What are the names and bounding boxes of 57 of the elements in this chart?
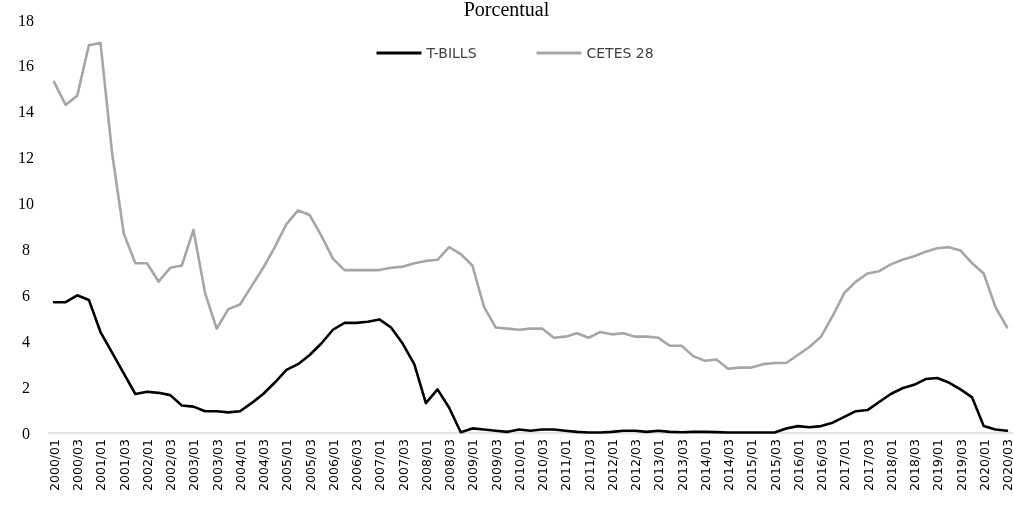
chart-title: Porcentual (463, 0, 550, 20)
x-tick-label: 2008/03 (442, 439, 458, 491)
x-tick-label: 2001/01 (93, 439, 109, 491)
x-tick-label: 2008/01 (418, 439, 434, 491)
x-tick-label: 2017/01 (837, 439, 853, 491)
x-tick-label: 2017/03 (860, 439, 876, 491)
x-tick-label: 2013/01 (651, 439, 667, 491)
y-tick-label: 16 (18, 57, 34, 75)
x-tick-label: 2020/01 (976, 439, 992, 491)
x-tick-label: 2014/01 (697, 439, 713, 491)
x-tick-label: 2004/01 (232, 439, 248, 491)
x-tick-label: 2019/01 (930, 439, 946, 491)
line-series (52, 294, 1009, 434)
y-tick-label: 10 (18, 195, 34, 213)
x-tick-label: 2001/03 (116, 439, 132, 491)
x-tick-label: 2018/03 (907, 439, 923, 491)
y-tick-label: 12 (18, 149, 34, 167)
x-tick-label: 2016/03 (814, 439, 830, 491)
y-tick-label: 14 (18, 103, 34, 121)
x-tick-label: 2020/03 (1000, 439, 1013, 491)
x-tick-label: 2003/03 (209, 439, 225, 491)
x-tick-label: 2019/03 (953, 439, 969, 491)
x-tick-label: 2006/03 (349, 439, 365, 491)
x-tick-label: 2003/01 (186, 439, 202, 491)
x-tick-label: 2012/01 (604, 439, 620, 491)
x-tick-label: 2000/03 (70, 439, 86, 491)
x-tick-label: 2012/03 (628, 439, 644, 491)
x-tick-label: 2013/03 (674, 439, 690, 491)
x-tick-label: 2000/01 (47, 439, 62, 491)
x-tick-label: 2011/03 (581, 439, 597, 491)
x-tick-label: 2007/03 (395, 439, 411, 491)
x-tick-label: 2014/03 (721, 439, 737, 491)
y-tick-label: 8 (22, 241, 30, 259)
x-tick-label: 2015/03 (767, 439, 783, 491)
x-tick-label: 2004/03 (256, 439, 272, 491)
x-tick-label: 2011/01 (558, 439, 574, 491)
x-tick-label: 2006/01 (325, 439, 341, 491)
x-tick-label: 2002/03 (163, 439, 179, 491)
x-tick-label: 2016/01 (790, 439, 806, 491)
y-tick-label: 2 (22, 378, 30, 396)
x-tick-label: 2015/01 (744, 439, 760, 491)
y-tick-label: 6 (22, 286, 30, 304)
legend-label: CETES 28 (586, 44, 654, 61)
y-tick-label: 18 (18, 11, 34, 29)
x-tick-label: 2005/03 (302, 439, 318, 491)
x-tick-label: 2010/03 (535, 439, 551, 491)
x-tick-label: 2018/01 (883, 439, 899, 491)
x-tick-label: 2002/01 (139, 439, 155, 491)
x-tick-label: 2010/01 (511, 439, 527, 491)
x-tick-label: 2005/01 (279, 439, 295, 491)
line-series (52, 41, 1009, 371)
x-tick-label: 2009/03 (488, 439, 504, 491)
y-tick-label: 4 (22, 332, 30, 350)
legend-label: T-BILLS (425, 44, 477, 61)
x-tick-label: 2007/01 (372, 439, 388, 491)
x-tick-label: 2009/01 (465, 439, 481, 491)
y-tick-label: 0 (22, 424, 30, 442)
